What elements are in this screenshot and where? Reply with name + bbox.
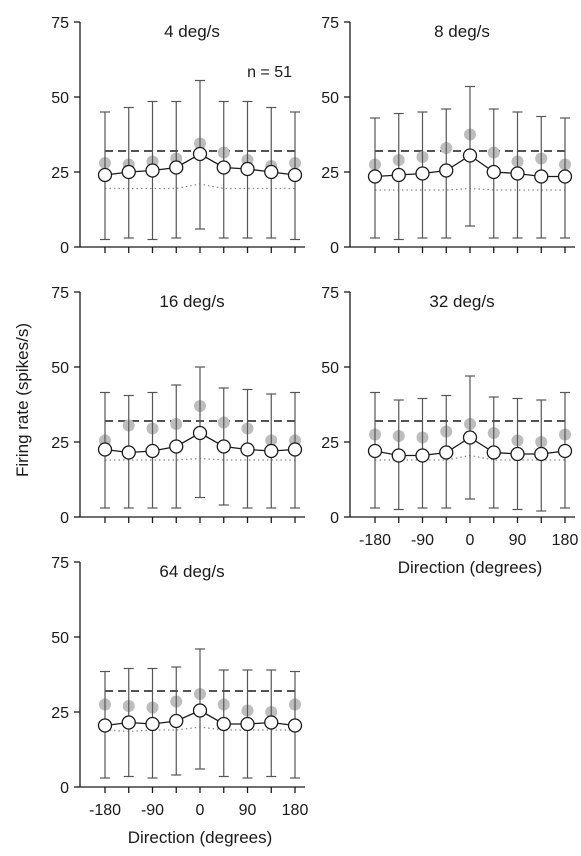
data-point: [145, 716, 160, 732]
panel-3: [74, 291, 305, 523]
panel-title: 32 deg/s: [429, 292, 494, 311]
y-tick-label: 75: [321, 285, 339, 302]
data-point: [145, 163, 160, 178]
data-point: [97, 167, 113, 183]
x-axis-label: Direction (degrees): [398, 558, 543, 577]
data-point: [192, 703, 208, 718]
data-point: [240, 442, 255, 457]
data-point: [510, 166, 525, 181]
y-tick-label: 50: [321, 90, 339, 107]
panel-4: [344, 291, 575, 523]
y-tick-label: 50: [51, 90, 69, 107]
y-tick-label: 0: [60, 510, 69, 527]
y-tick-label: 25: [51, 165, 69, 182]
x-tick-label: 90: [239, 802, 257, 819]
x-axis-label: Direction (degrees): [128, 828, 273, 847]
data-point: [486, 445, 501, 460]
data-point: [169, 713, 184, 729]
x-tick-label: -90: [411, 532, 434, 549]
data-point: [439, 445, 454, 460]
panel-title: 8 deg/s: [434, 22, 490, 41]
data-point: [534, 446, 549, 462]
data-point: [169, 160, 184, 175]
y-tick-label: 75: [321, 15, 339, 32]
y-tick-label: 75: [51, 555, 69, 572]
y-tick-label: 0: [60, 780, 69, 797]
x-tick-label: 90: [509, 532, 527, 549]
data-point: [415, 448, 430, 463]
panel-1: [74, 21, 305, 253]
sample-size-annotation: n = 51: [247, 64, 292, 81]
y-tick-label: 25: [321, 435, 339, 452]
y-tick-label: 25: [51, 705, 69, 722]
data-point: [216, 160, 231, 175]
data-point: [145, 443, 160, 459]
data-point: [510, 446, 525, 462]
data-point: [287, 167, 303, 183]
x-tick-label: 180: [552, 532, 579, 549]
x-tick-label: -180: [89, 802, 121, 819]
data-point: [264, 443, 279, 459]
y-tick-label: 50: [321, 360, 339, 377]
data-point: [216, 439, 231, 454]
y-tick-label: 50: [51, 630, 69, 647]
panel-title: 4 deg/s: [164, 22, 220, 41]
y-axis-label: Firing rate (spikes/s): [13, 323, 32, 477]
data-point: [192, 146, 208, 162]
y-tick-label: 25: [321, 165, 339, 182]
data-point: [287, 718, 303, 733]
data-point: [462, 148, 478, 163]
data-point: [391, 448, 406, 463]
data-point: [216, 716, 231, 732]
data-point: [534, 169, 549, 184]
x-tick-label: 180: [282, 802, 309, 819]
data-point: [367, 169, 383, 184]
data-point: [264, 715, 279, 730]
data-point: [415, 166, 430, 181]
data-point: [557, 443, 573, 459]
data-point: [287, 442, 303, 457]
data-point: [192, 425, 208, 441]
x-tick-label: 0: [466, 532, 475, 549]
data-point: [121, 715, 136, 730]
data-point: [264, 164, 279, 180]
data-point: [391, 167, 406, 183]
data-point: [121, 445, 136, 460]
data-point: [557, 169, 573, 184]
data-point: [367, 443, 383, 459]
data-point: [240, 716, 255, 732]
x-tick-label: 0: [196, 802, 205, 819]
data-point: [97, 442, 113, 457]
x-tick-label: -180: [359, 532, 391, 549]
data-point: [240, 161, 255, 177]
panel-2: [344, 21, 575, 253]
data-point: [462, 430, 478, 445]
y-tick-label: 50: [51, 360, 69, 377]
y-tick-label: 0: [60, 240, 69, 257]
x-tick-label: -90: [141, 802, 164, 819]
y-tick-label: 0: [330, 240, 339, 257]
y-tick-label: 75: [51, 15, 69, 32]
panel-5: [74, 561, 305, 793]
data-point: [486, 164, 501, 180]
y-tick-label: 25: [51, 435, 69, 452]
panel-title: 64 deg/s: [159, 562, 224, 581]
data-point: [169, 439, 184, 454]
y-tick-label: 0: [330, 510, 339, 527]
panel-title: 16 deg/s: [159, 292, 224, 311]
y-tick-label: 75: [51, 285, 69, 302]
data-point: [97, 718, 113, 733]
data-point: [121, 164, 136, 180]
data-point: [439, 163, 454, 178]
